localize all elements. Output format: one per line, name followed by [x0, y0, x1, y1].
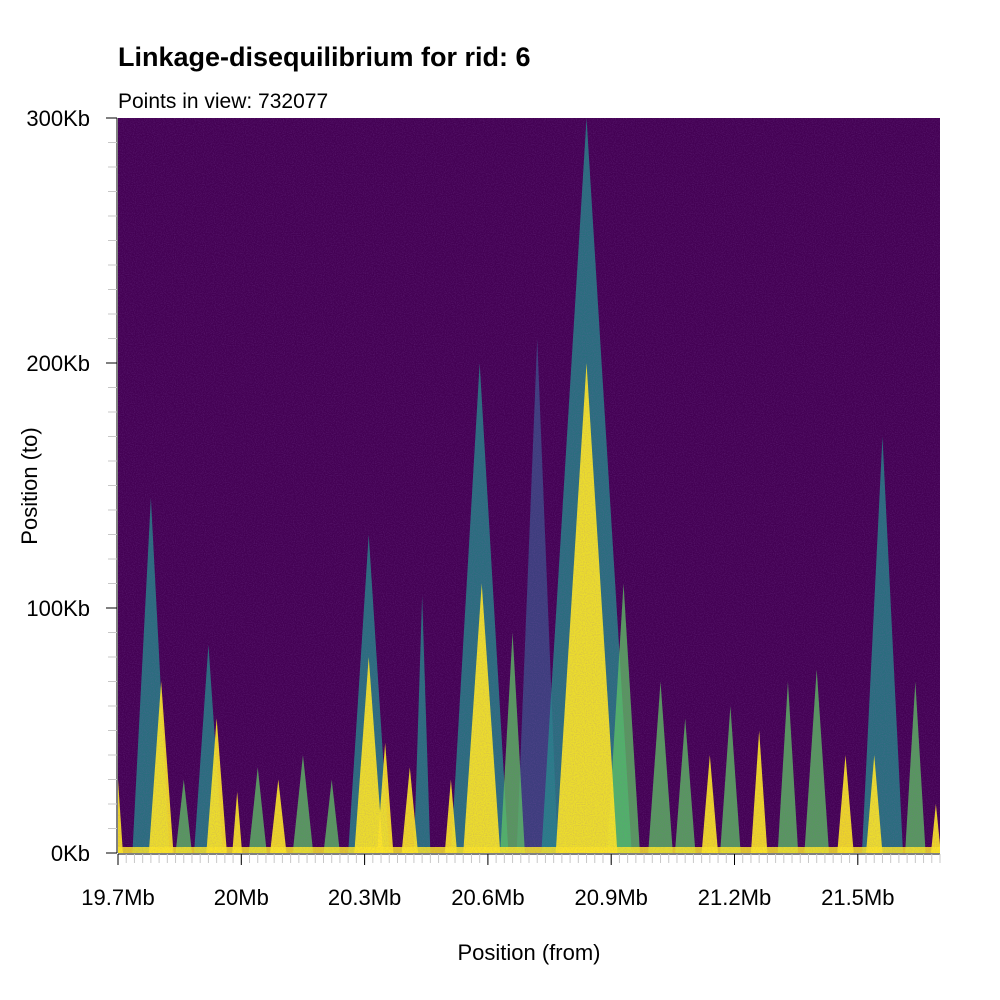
- x-tick-label: 20.6Mb: [451, 885, 524, 910]
- heatmap-texture: [118, 118, 940, 853]
- x-tick-label: 21.5Mb: [821, 885, 894, 910]
- chart-title: Linkage-disequilibrium for rid: 6: [118, 42, 531, 72]
- y-tick-label: 0Kb: [51, 841, 90, 866]
- x-tick-label: 20.3Mb: [328, 885, 401, 910]
- y-tick-label: 200Kb: [26, 351, 90, 376]
- y-tick-label: 100Kb: [26, 596, 90, 621]
- x-axis-label: Position (from): [457, 940, 601, 965]
- chart-subtitle: Points in view: 732077: [118, 90, 329, 113]
- x-tick-label: 21.2Mb: [698, 885, 771, 910]
- x-tick-label: 20Mb: [214, 885, 269, 910]
- x-tick-label: 20.9Mb: [575, 885, 648, 910]
- y-tick-label: 300Kb: [26, 106, 90, 131]
- x-tick-label: 19.7Mb: [81, 885, 154, 910]
